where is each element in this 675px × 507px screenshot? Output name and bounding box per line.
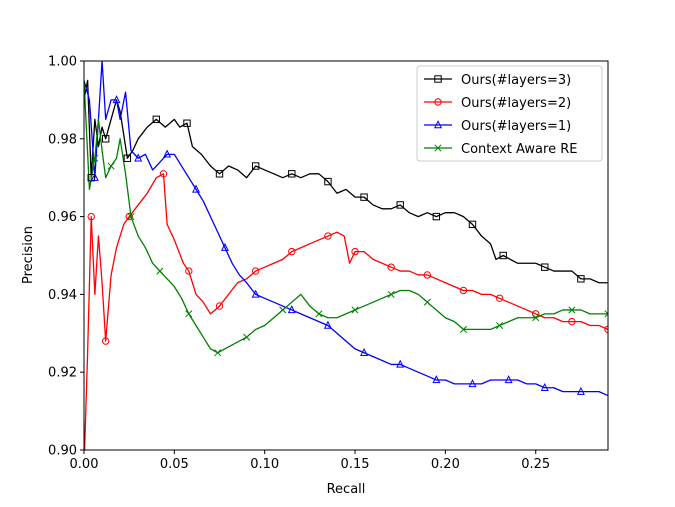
y-axis-ticks: 0.90 0.92 0.94 0.96 0.98 1.00 xyxy=(48,55,84,459)
data-point xyxy=(185,267,193,275)
data-point xyxy=(576,386,585,395)
data-point xyxy=(163,149,172,158)
y-tick-label: 0.98 xyxy=(48,132,77,147)
data-point xyxy=(351,247,359,256)
data-point xyxy=(540,382,549,391)
data-point xyxy=(159,170,168,178)
data-point xyxy=(568,317,576,326)
legend-label: Ours(#layers=1) xyxy=(461,119,571,134)
data-point xyxy=(360,347,369,356)
data-point xyxy=(101,337,110,345)
data-point xyxy=(107,162,115,170)
data-point xyxy=(251,267,260,275)
data-point xyxy=(87,212,95,221)
data-point xyxy=(123,154,132,162)
legend-marker xyxy=(434,144,442,152)
legend-label: Ours(#layers=3) xyxy=(461,73,571,88)
data-point xyxy=(324,177,332,186)
data-point xyxy=(324,232,332,240)
data-point xyxy=(112,95,121,104)
data-point xyxy=(215,302,224,310)
data-point xyxy=(468,220,477,229)
data-point xyxy=(288,247,296,256)
y-tick-label: 0.92 xyxy=(48,366,77,381)
data-point xyxy=(360,193,368,201)
data-point xyxy=(577,275,585,283)
x-axis-title: Recall xyxy=(327,482,366,497)
data-point xyxy=(541,263,549,271)
data-point xyxy=(214,349,222,357)
data-point xyxy=(323,320,332,329)
x-tick-label: 0.20 xyxy=(431,457,460,472)
data-point xyxy=(423,298,431,306)
legend-marker xyxy=(434,75,442,83)
x-tick-label: 0.00 xyxy=(70,457,99,472)
data-point xyxy=(185,310,193,318)
y-tick-label: 0.94 xyxy=(48,288,77,303)
legend-box xyxy=(416,65,603,162)
data-point xyxy=(604,310,608,318)
series-line-2 xyxy=(84,173,608,450)
data-point xyxy=(243,333,251,341)
x-tick-label: 0.10 xyxy=(250,457,279,472)
data-point xyxy=(495,294,504,302)
data-point xyxy=(396,359,405,368)
data-point xyxy=(101,135,110,143)
data-point xyxy=(156,267,164,275)
x-tick-label: 0.25 xyxy=(521,457,550,472)
data-point xyxy=(423,271,432,279)
y-tick-label: 0.90 xyxy=(48,444,77,459)
data-point xyxy=(134,153,143,162)
data-point xyxy=(432,212,441,221)
data-point xyxy=(127,213,135,221)
y-tick-label: 1.00 xyxy=(48,55,77,70)
data-point xyxy=(152,115,160,124)
data-point xyxy=(504,375,513,384)
data-point xyxy=(315,310,323,318)
data-point xyxy=(351,306,359,314)
x-tick-label: 0.05 xyxy=(160,457,189,472)
data-point xyxy=(499,251,507,260)
x-tick-label: 0.15 xyxy=(341,457,370,472)
data-point xyxy=(396,201,404,209)
data-point xyxy=(220,242,229,251)
data-point xyxy=(91,154,99,162)
data-point xyxy=(496,321,504,330)
data-point xyxy=(468,379,477,388)
x-axis-ticks: 0.00 0.05 0.10 0.15 0.20 0.25 xyxy=(70,450,550,472)
data-point xyxy=(183,119,191,127)
marker-layer xyxy=(87,95,608,395)
y-tick-label: 0.96 xyxy=(48,210,77,225)
data-point xyxy=(387,290,395,298)
data-point xyxy=(90,172,99,181)
data-point xyxy=(387,263,395,271)
plot-frame xyxy=(83,60,609,451)
data-point xyxy=(288,170,296,178)
data-point xyxy=(251,162,260,170)
y-axis-title: Precision xyxy=(21,226,36,284)
data-point xyxy=(532,314,540,322)
data-point xyxy=(432,375,441,384)
data-point xyxy=(287,305,296,314)
data-point xyxy=(459,286,468,295)
data-point xyxy=(192,184,201,193)
series-line-4 xyxy=(84,80,608,354)
data-point xyxy=(125,212,133,221)
legend-marker xyxy=(433,120,443,129)
legend-marker xyxy=(434,98,442,106)
data-point xyxy=(279,306,287,314)
data-point xyxy=(251,289,260,298)
data-point xyxy=(215,170,224,178)
data-point xyxy=(459,325,468,333)
legend-label: Context Aware RE xyxy=(461,142,577,157)
legend: Ours(#layers=3) Ours(#layers=2) Ours(#laye… xyxy=(416,65,603,162)
data-point xyxy=(568,306,576,314)
legend-label: Ours(#layers=2) xyxy=(461,96,571,111)
